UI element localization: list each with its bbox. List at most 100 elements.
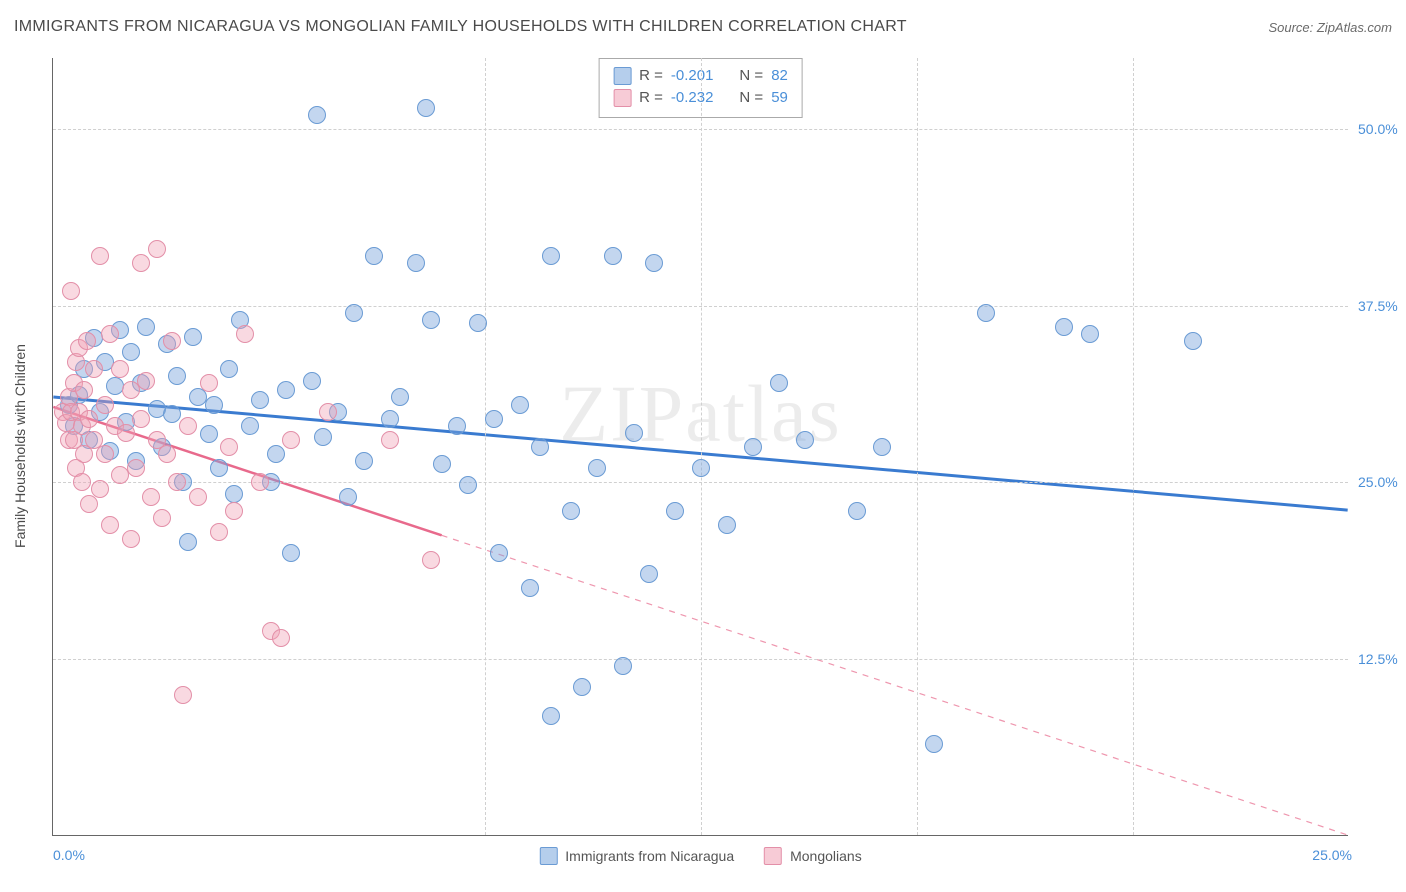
watermark-bold: ZIP	[559, 371, 685, 459]
data-point	[153, 509, 171, 527]
data-point	[91, 247, 109, 265]
data-point	[163, 405, 181, 423]
data-point	[925, 735, 943, 753]
data-point	[459, 476, 477, 494]
data-point	[272, 629, 290, 647]
source-prefix: Source:	[1268, 20, 1316, 35]
y-tick-label: 12.5%	[1358, 651, 1406, 667]
data-point	[339, 488, 357, 506]
data-point	[744, 438, 762, 456]
data-point	[210, 523, 228, 541]
legend-item-pink: Mongolians	[764, 847, 862, 865]
data-point	[96, 396, 114, 414]
data-point	[251, 473, 269, 491]
data-point	[469, 314, 487, 332]
data-point	[873, 438, 891, 456]
data-point	[200, 374, 218, 392]
data-point	[137, 372, 155, 390]
data-point	[640, 565, 658, 583]
data-point	[73, 473, 91, 491]
data-point	[531, 438, 549, 456]
data-point	[142, 488, 160, 506]
y-tick-label: 37.5%	[1358, 298, 1406, 314]
data-point	[407, 254, 425, 272]
data-point	[319, 403, 337, 421]
data-point	[236, 325, 254, 343]
x-tick-min: 0.0%	[53, 847, 85, 863]
swatch-blue-icon	[539, 847, 557, 865]
data-point	[1055, 318, 1073, 336]
grid-line-v	[1133, 58, 1134, 835]
data-point	[168, 367, 186, 385]
data-point	[588, 459, 606, 477]
data-point	[542, 707, 560, 725]
swatch-pink-icon	[613, 89, 631, 107]
data-point	[417, 99, 435, 117]
data-point	[132, 410, 150, 428]
data-point	[78, 332, 96, 350]
data-point	[645, 254, 663, 272]
legend-label-pink: Mongolians	[790, 848, 862, 864]
r-value-pink: -0.232	[671, 87, 714, 109]
n-label: N =	[739, 87, 763, 109]
data-point	[345, 304, 363, 322]
data-point	[91, 480, 109, 498]
data-point	[96, 445, 114, 463]
data-point	[422, 551, 440, 569]
data-point	[62, 282, 80, 300]
data-point	[355, 452, 373, 470]
x-tick-max: 25.0%	[1312, 847, 1352, 863]
data-point	[122, 530, 140, 548]
data-point	[770, 374, 788, 392]
data-point	[521, 579, 539, 597]
data-point	[101, 516, 119, 534]
data-point	[422, 311, 440, 329]
data-point	[848, 502, 866, 520]
y-axis-label: Family Households with Children	[12, 344, 28, 548]
y-tick-label: 50.0%	[1358, 121, 1406, 137]
grid-line-v	[485, 58, 486, 835]
data-point	[200, 425, 218, 443]
data-point	[158, 445, 176, 463]
n-value-blue: 82	[771, 65, 788, 87]
data-point	[225, 502, 243, 520]
source-name: ZipAtlas.com	[1317, 20, 1392, 35]
data-point	[1184, 332, 1202, 350]
r-label: R =	[639, 87, 663, 109]
data-point	[189, 488, 207, 506]
grid-line-v	[917, 58, 918, 835]
data-point	[604, 247, 622, 265]
data-point	[137, 318, 155, 336]
r-label: R =	[639, 65, 663, 87]
data-point	[1081, 325, 1099, 343]
data-point	[314, 428, 332, 446]
data-point	[542, 247, 560, 265]
data-point	[391, 388, 409, 406]
data-point	[308, 106, 326, 124]
data-point	[573, 678, 591, 696]
data-point	[666, 502, 684, 520]
data-point	[562, 502, 580, 520]
data-point	[184, 328, 202, 346]
data-point	[365, 247, 383, 265]
n-label: N =	[739, 65, 763, 87]
data-point	[718, 516, 736, 534]
data-point	[168, 473, 186, 491]
plot-area: ZIPatlas R = -0.201 N = 82 R = -0.232 N …	[52, 58, 1348, 836]
data-point	[179, 417, 197, 435]
data-point	[210, 459, 228, 477]
data-point	[692, 459, 710, 477]
data-point	[220, 438, 238, 456]
data-point	[241, 417, 259, 435]
grid-line-v	[701, 58, 702, 835]
y-tick-label: 25.0%	[1358, 474, 1406, 490]
data-point	[490, 544, 508, 562]
data-point	[85, 360, 103, 378]
data-point	[282, 544, 300, 562]
data-point	[122, 343, 140, 361]
data-point	[625, 424, 643, 442]
data-point	[205, 396, 223, 414]
data-point	[381, 410, 399, 428]
watermark-thin: atlas	[685, 371, 842, 459]
data-point	[267, 445, 285, 463]
